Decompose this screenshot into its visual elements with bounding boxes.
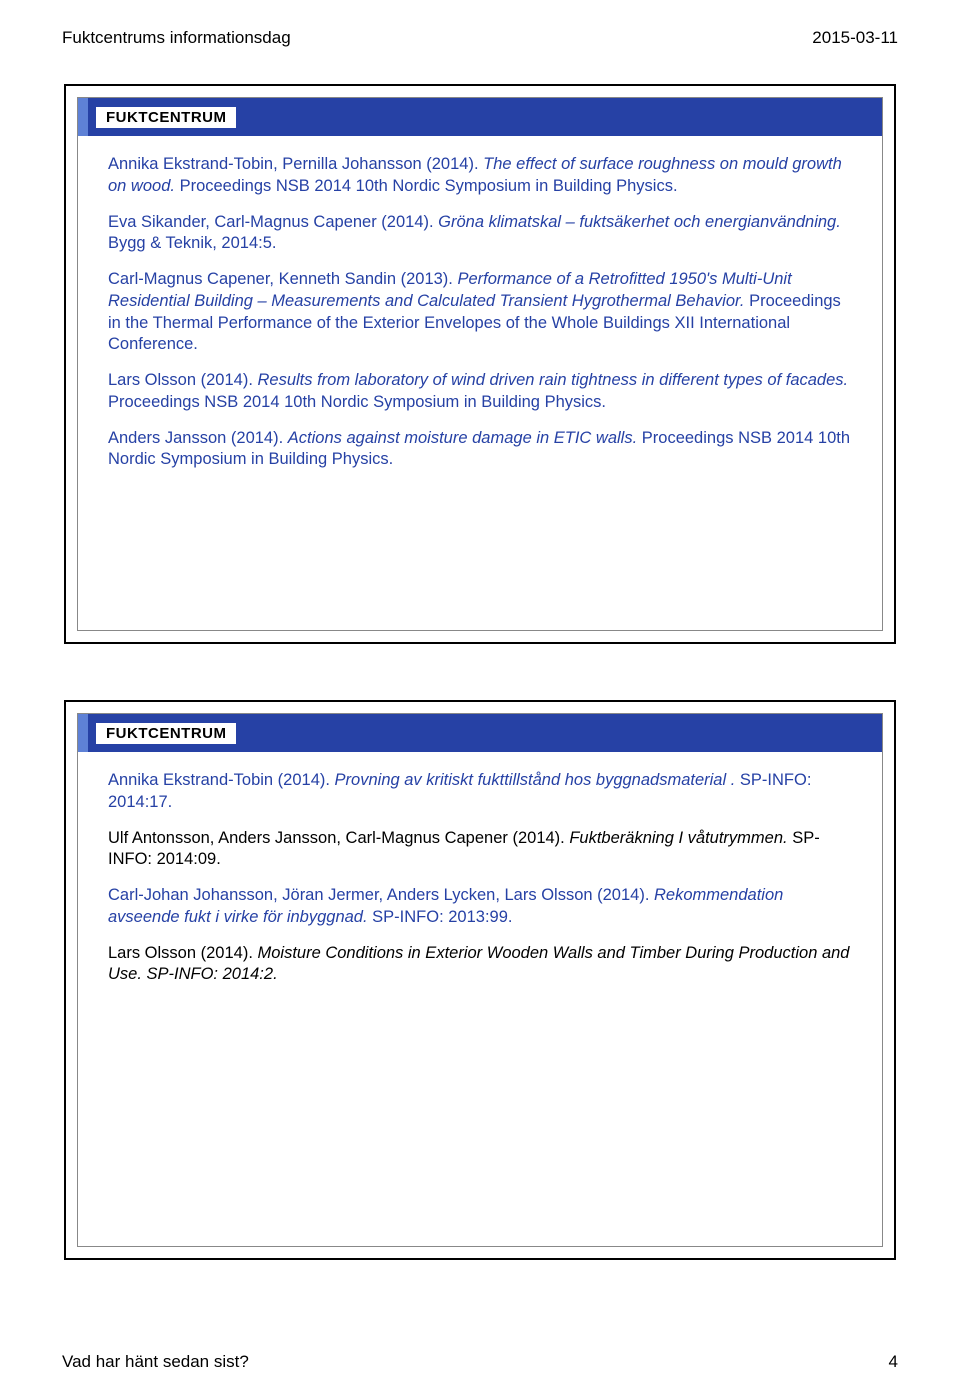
footer-page-number: 4 — [889, 1352, 898, 1372]
reference: Lars Olsson (2014). Results from laborat… — [108, 370, 852, 414]
ref-tail: SP-INFO: 2013:99. — [372, 908, 512, 926]
slide-2-body: Annika Ekstrand-Tobin (2014). Provning a… — [78, 752, 882, 986]
ref-tail: Proceedings NSB 2014 10th Nordic Symposi… — [180, 177, 678, 195]
banner-label: FUKTCENTRUM — [96, 107, 236, 128]
slide-1-inner: FUKTCENTRUM Annika Ekstrand-Tobin, Perni… — [77, 97, 883, 631]
reference: Annika Ekstrand-Tobin, Pernilla Johansso… — [108, 154, 852, 198]
slide-2-inner: FUKTCENTRUM Annika Ekstrand-Tobin (2014)… — [77, 713, 883, 1247]
reference: Carl-Johan Johansson, Jöran Jermer, Ande… — [108, 885, 852, 929]
slide-1: FUKTCENTRUM Annika Ekstrand-Tobin, Perni… — [64, 84, 896, 644]
page-footer: Vad har hänt sedan sist? 4 — [62, 1352, 898, 1372]
ref-title: Fuktberäkning I våtutrymmen. — [569, 829, 792, 847]
slide-2: FUKTCENTRUM Annika Ekstrand-Tobin (2014)… — [64, 700, 896, 1260]
ref-authors: Lars Olsson (2014). — [108, 944, 257, 962]
banner-accent — [78, 714, 88, 752]
page: Fuktcentrums informationsdag 2015-03-11 … — [0, 0, 960, 1396]
ref-title: Results from laboratory of wind driven r… — [257, 371, 848, 389]
header-left: Fuktcentrums informationsdag — [62, 28, 291, 48]
banner-label: FUKTCENTRUM — [96, 723, 236, 744]
banner-accent — [78, 98, 88, 136]
reference: Eva Sikander, Carl-Magnus Capener (2014)… — [108, 212, 852, 256]
ref-authors: Eva Sikander, Carl-Magnus Capener (2014)… — [108, 213, 438, 231]
ref-authors: Ulf Antonsson, Anders Jansson, Carl-Magn… — [108, 829, 569, 847]
ref-authors: Carl-Johan Johansson, Jöran Jermer, Ande… — [108, 886, 654, 904]
ref-authors: Annika Ekstrand-Tobin (2014). — [108, 771, 335, 789]
ref-title: Gröna klimatskal – fuktsäkerhet och ener… — [438, 213, 841, 231]
ref-title: Provning av kritiskt fukttillstånd hos b… — [335, 771, 740, 789]
ref-title: Actions against moisture damage in ETIC … — [288, 429, 642, 447]
page-header: Fuktcentrums informationsdag 2015-03-11 — [62, 28, 898, 48]
ref-tail: Proceedings NSB 2014 10th Nordic Symposi… — [108, 393, 606, 411]
reference: Ulf Antonsson, Anders Jansson, Carl-Magn… — [108, 828, 852, 872]
slide-1-banner: FUKTCENTRUM — [78, 98, 882, 136]
ref-authors: Lars Olsson (2014). — [108, 371, 257, 389]
slide-1-body: Annika Ekstrand-Tobin, Pernilla Johansso… — [78, 136, 882, 471]
reference: Annika Ekstrand-Tobin (2014). Provning a… — [108, 770, 852, 814]
ref-authors: Carl-Magnus Capener, Kenneth Sandin (201… — [108, 270, 457, 288]
reference: Anders Jansson (2014). Actions against m… — [108, 428, 852, 472]
header-right: 2015-03-11 — [812, 28, 898, 48]
ref-tail: SP-INFO: 2014:2. — [147, 965, 278, 983]
ref-authors: Anders Jansson (2014). — [108, 429, 288, 447]
ref-authors: Annika Ekstrand-Tobin, Pernilla Johansso… — [108, 155, 483, 173]
ref-tail: Bygg & Teknik, 2014:5. — [108, 234, 276, 252]
footer-left: Vad har hänt sedan sist? — [62, 1352, 249, 1372]
reference: Lars Olsson (2014). Moisture Conditions … — [108, 943, 852, 987]
reference: Carl-Magnus Capener, Kenneth Sandin (201… — [108, 269, 852, 356]
slide-2-banner: FUKTCENTRUM — [78, 714, 882, 752]
